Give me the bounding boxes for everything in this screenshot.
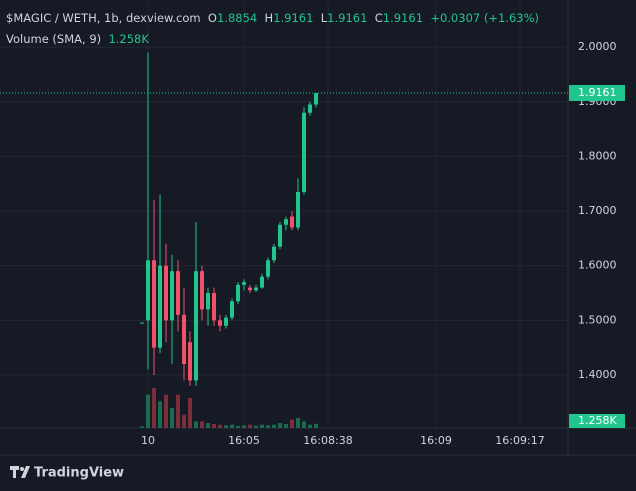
candle-body [302,112,307,192]
volume-bar [200,421,205,428]
volume-last-label: 1.258K [578,414,617,427]
volume-bar [314,423,319,428]
candle-body [164,265,169,321]
volume-bar [218,424,223,428]
volume-bar [284,424,289,428]
x-tick-label: 16:09 [420,434,452,447]
volume-bar [224,425,229,428]
volume-bar [140,426,145,428]
volume-bar [176,394,181,428]
volume-bar [236,426,241,428]
volume-bar [212,424,217,428]
volume-bar [152,388,157,428]
candle-body [248,287,253,291]
last-price-label: 1.9161 [578,86,617,99]
volume-bar [242,425,247,428]
header: $MAGIC / WETH, 1b, dexview.com O1.8854 H… [6,11,539,25]
candle-body [308,104,313,113]
candle-body [158,265,163,348]
plot-layer: 1.40001.50001.60001.70001.80001.90002.00… [0,0,625,447]
ohlc-value: 1.9161 [382,11,424,25]
candle-body [236,284,241,302]
volume-bar [308,424,313,428]
ohlc-value: 1.9161 [273,11,314,25]
y-tick-label: 1.8000 [578,149,617,162]
candle-body [278,224,283,247]
volume-bar [182,414,187,428]
y-tick-label: 1.5000 [578,313,617,326]
ohlc-value: 1.8854 [216,11,258,25]
candle-body [140,322,145,324]
last-price-box [569,84,625,101]
volume-bar [164,394,169,428]
volume-bar [302,421,307,428]
candle-body [188,342,193,381]
candle-body [212,293,217,321]
volume-bar [272,424,277,428]
volume-bar [290,419,295,428]
volume-bar [278,423,283,428]
candle-body [146,260,151,321]
x-tick-label: 16:05 [228,434,260,447]
x-tick-label: 16:08:38 [303,434,352,447]
y-tick-label: 2.0000 [578,40,617,53]
candle-body [272,246,277,261]
title: $MAGIC / WETH, 1b, dexview.com [6,11,201,25]
candle-body [296,191,301,228]
candle-body [224,317,229,326]
volume-bar [248,424,253,428]
candle-body [176,271,181,315]
change: +0.0307 (+1.63%) [430,11,539,25]
candle-body [230,301,235,318]
candle-body [170,271,175,321]
volume-header: Volume (SMA, 9) 1.258K [6,32,149,46]
candle-body [242,282,247,285]
candle-body [314,92,319,105]
volume-title: Volume (SMA, 9) [6,32,102,46]
volume-bar [254,425,259,428]
candle-body [206,293,211,310]
brand-logo [10,466,30,478]
candle-body [266,260,271,277]
ohlc-key: O [207,11,217,25]
volume-bar [296,418,301,428]
volume-bar [188,398,193,428]
ohlc-key: L [320,11,328,25]
x-tick-label: 10 [141,434,155,447]
candle-body [152,260,157,348]
volume-bar [230,424,235,428]
volume-bar [158,401,163,428]
ohlc-key: C [374,11,383,25]
y-tick-label: 1.4000 [578,368,617,381]
candle-body [260,276,265,288]
ohlc-value: 1.9161 [327,11,368,25]
ohlc-key: H [264,11,274,25]
candle-body [218,320,223,326]
candle-body [254,287,259,291]
candle-body [200,271,205,310]
volume-bar [146,394,151,428]
volume-last-box [569,414,625,428]
y-tick-label: 1.7000 [578,204,617,217]
volume-bar [260,424,265,428]
brand: TradingView [34,466,124,481]
volume-bar [266,425,271,428]
candle-body [284,219,289,225]
volume-bar [194,421,199,428]
candle-body [290,216,295,228]
candle-body [194,271,199,381]
volume-bar [170,408,175,428]
y-tick-label: 1.6000 [578,259,617,272]
volume-value: 1.258K [108,32,149,46]
x-tick-label: 16:09:17 [495,434,544,447]
candle-body [182,314,187,365]
volume-bar [206,423,211,428]
